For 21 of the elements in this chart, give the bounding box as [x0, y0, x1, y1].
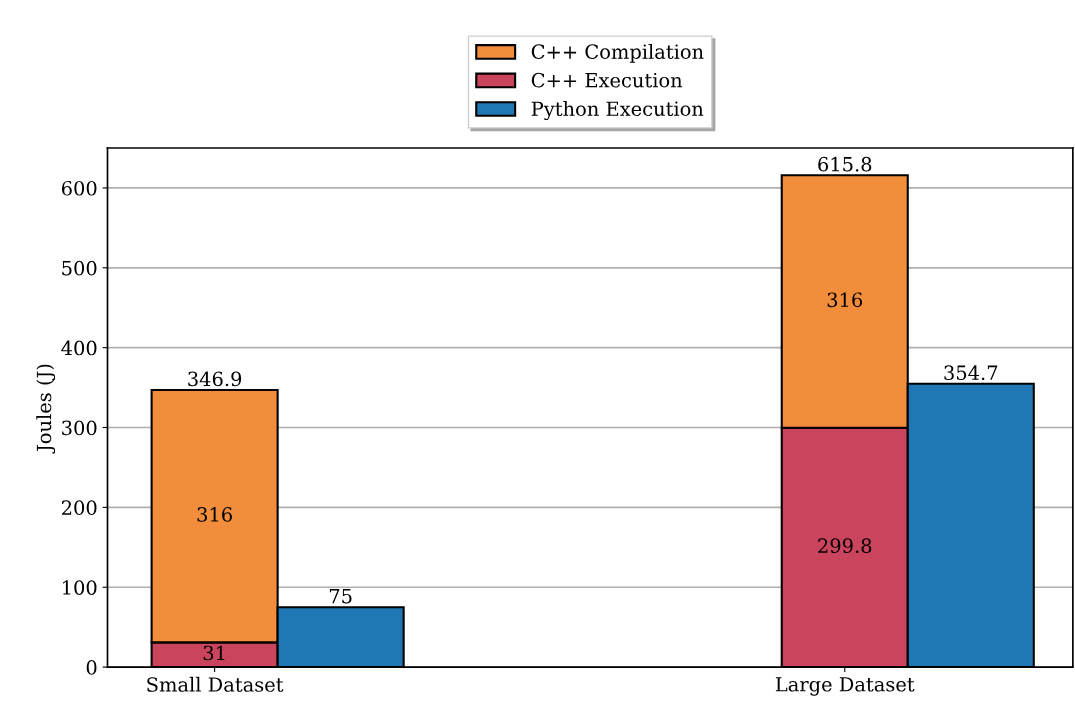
legend-label: Python Execution: [531, 101, 704, 121]
data-label: 75: [329, 588, 352, 604]
legend-label: C++ Execution: [531, 72, 683, 88]
y-tick-label: 400: [61, 340, 97, 356]
y-tick-label: 100: [63, 580, 97, 595]
y-tick-label: 300: [62, 420, 97, 436]
data-label: 354.7: [944, 365, 998, 381]
total-label: 615.8: [818, 156, 872, 172]
data-label: 31: [203, 645, 225, 661]
y-tick-label: 0: [86, 660, 97, 675]
data-label: 316: [197, 507, 232, 522]
data-label: 316: [827, 292, 863, 308]
total-label: 346.9: [188, 371, 242, 387]
y-axis-title: Joules (J): [36, 364, 56, 454]
x-tick-label: Small Dataset: [147, 676, 284, 692]
x-tick-label: Large Dataset: [775, 677, 915, 696]
legend-label: C++ Compilation: [531, 43, 704, 63]
y-tick-label: 500: [62, 260, 97, 276]
y-tick-label: 200: [61, 500, 97, 516]
y-tick-label: 600: [61, 180, 97, 196]
data-label: 299.8: [818, 538, 872, 554]
